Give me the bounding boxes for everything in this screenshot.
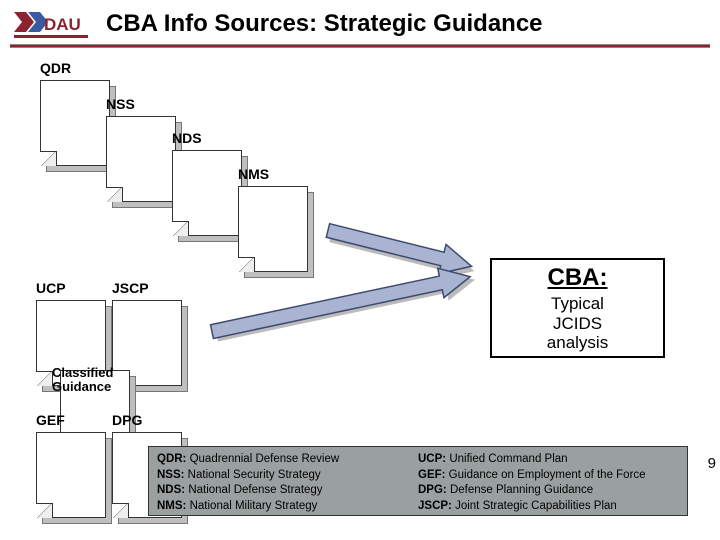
svg-text:DAU: DAU (44, 15, 81, 34)
glossary-row: GEF: Guidance on Employment of the Force (418, 468, 679, 484)
glossary-row: NMS: National Military Strategy (157, 499, 418, 515)
glossary-row: DPG: Defense Planning Guidance (418, 483, 679, 499)
glossary-def: Unified Command Plan (449, 453, 567, 465)
doc-label: NDS (172, 130, 202, 146)
doc-label: JSCP (112, 280, 149, 296)
doc-qdr: QDR (40, 80, 116, 172)
glossary-box: QDR: Quadrennial Defense ReviewNSS: Nati… (148, 446, 688, 516)
glossary-abbr: NDS: (157, 484, 188, 496)
glossary-def: National Defense Strategy (188, 484, 322, 496)
glossary-def: National Military Strategy (190, 500, 318, 512)
glossary-row: QDR: Quadrennial Defense Review (157, 452, 418, 468)
cba-box: CBA: TypicalJCIDSanalysis (490, 258, 665, 358)
glossary-def: National Security Strategy (188, 469, 321, 481)
doc-label: NMS (238, 166, 269, 182)
doc-gef: GEF (36, 432, 112, 524)
glossary-abbr: GEF: (418, 469, 449, 481)
glossary-abbr: QDR: (157, 453, 190, 465)
diagram-stage: QDRNSSNDSNMS UCPJSCPClassifiedGuidanceGE… (0, 48, 720, 518)
cba-title: CBA: (492, 264, 663, 292)
glossary-col-left: QDR: Quadrennial Defense ReviewNSS: Nati… (157, 452, 418, 510)
doc-nds: NDS (172, 150, 248, 242)
glossary-def: Guidance on Employment of the Force (449, 469, 646, 481)
doc-label: QDR (40, 60, 71, 76)
doc-nms: NMS (238, 186, 314, 278)
doc-label: ClassifiedGuidance (52, 366, 113, 395)
page-title: CBA Info Sources: Strategic Guidance (106, 10, 706, 38)
doc-nss: NSS (106, 116, 182, 208)
slide-number: 9 (708, 455, 716, 472)
glossary-row: UCP: Unified Command Plan (418, 452, 679, 468)
glossary-def: Defense Planning Guidance (450, 484, 593, 496)
doc-label: UCP (36, 280, 66, 296)
glossary-row: NDS: National Defense Strategy (157, 483, 418, 499)
glossary-def: Quadrennial Defense Review (190, 453, 340, 465)
glossary-abbr: DPG: (418, 484, 450, 496)
doc-label: GEF (36, 412, 65, 428)
dau-logo: DAU (14, 8, 88, 40)
glossary-row: NSS: National Security Strategy (157, 468, 418, 484)
glossary-abbr: NMS: (157, 500, 190, 512)
doc-label: NSS (106, 96, 135, 112)
glossary-abbr: NSS: (157, 469, 188, 481)
glossary-row: JSCP: Joint Strategic Capabilities Plan (418, 499, 679, 515)
header: DAU CBA Info Sources: Strategic Guidance (0, 0, 720, 44)
glossary-abbr: UCP: (418, 453, 449, 465)
glossary-col-right: UCP: Unified Command PlanGEF: Guidance o… (418, 452, 679, 510)
cba-subtitle: TypicalJCIDSanalysis (492, 294, 663, 353)
glossary-abbr: JSCP: (418, 500, 455, 512)
doc-label: DPG (112, 412, 142, 428)
glossary-def: Joint Strategic Capabilities Plan (455, 500, 617, 512)
